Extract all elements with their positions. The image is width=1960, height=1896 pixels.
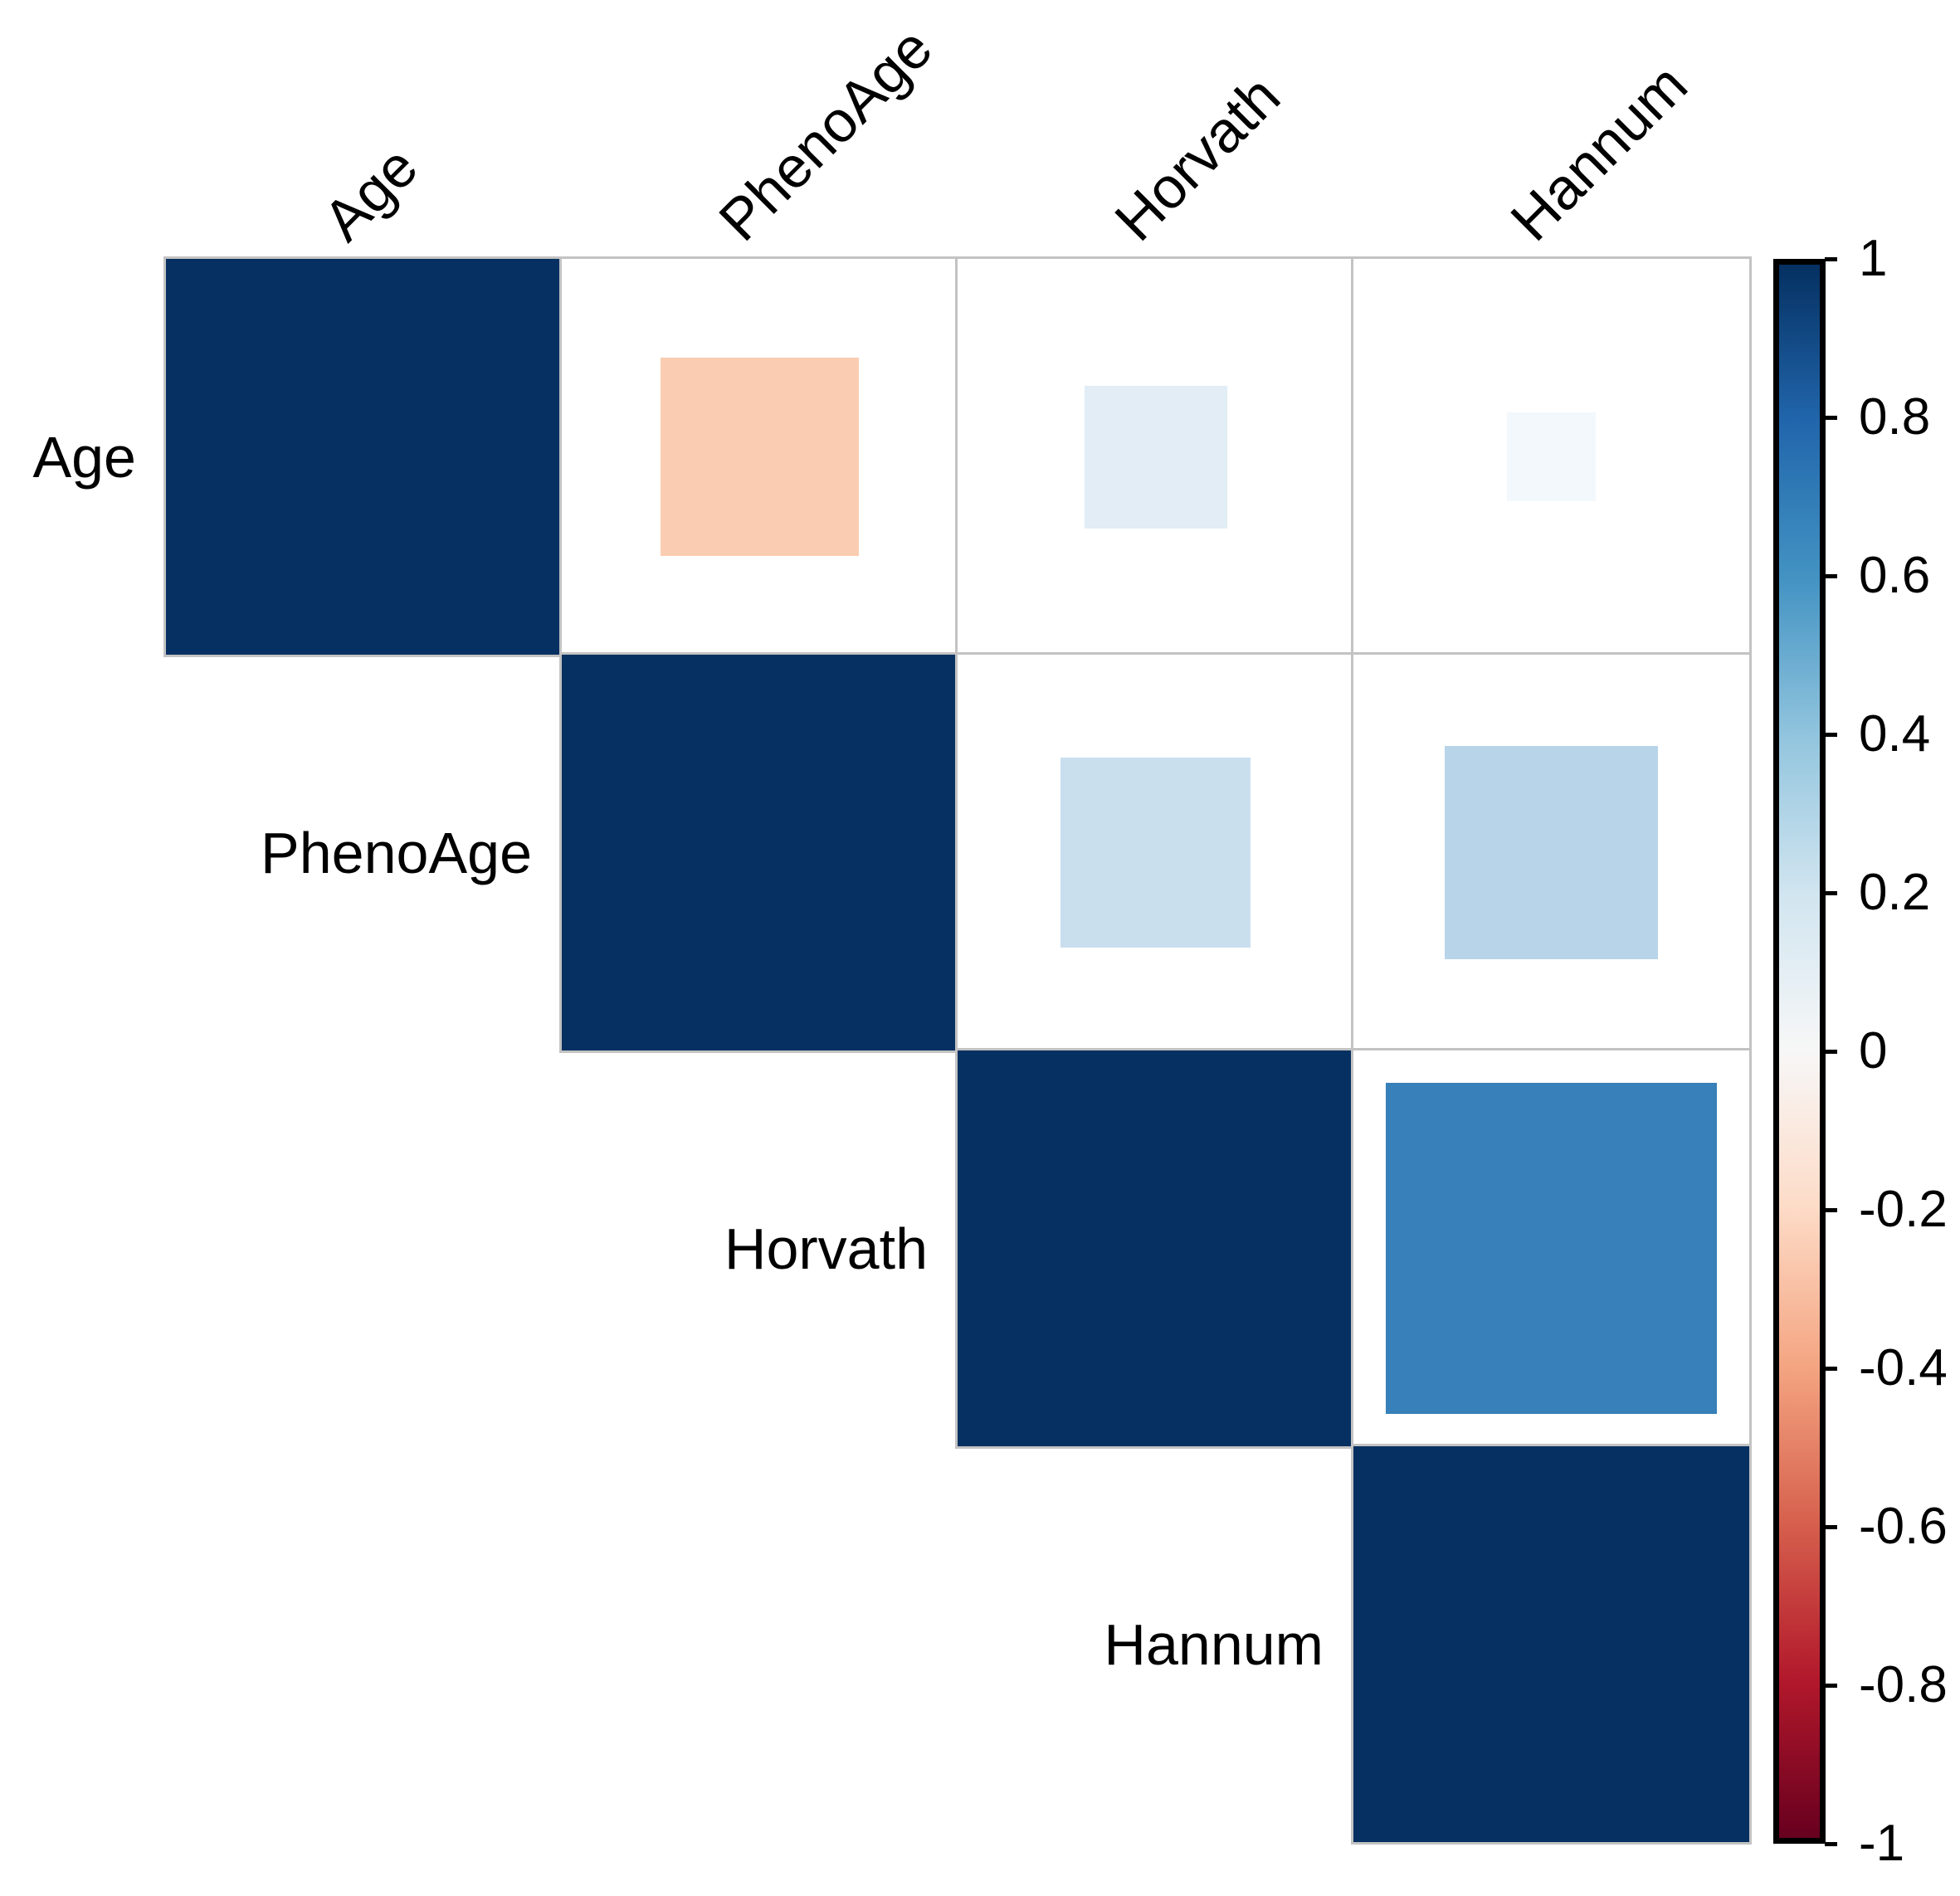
corr-square-phenoage-horvath bbox=[1060, 758, 1251, 948]
colorbar-gradient bbox=[1779, 265, 1820, 1838]
col-label-horvath: Horvath bbox=[1102, 63, 1292, 253]
corr-square-phenoage-hannum bbox=[1445, 746, 1658, 959]
colorbar-tick-label-0.8: 0.8 bbox=[1859, 388, 1931, 446]
matrix-cell-phenoage-horvath bbox=[955, 652, 1356, 1053]
colorbar-tick-1 bbox=[1825, 256, 1837, 261]
row-label-age: Age bbox=[32, 424, 136, 490]
col-label-hannum: Hannum bbox=[1498, 51, 1699, 253]
corr-square-age-horvath bbox=[1084, 385, 1227, 529]
col-label-age: Age bbox=[310, 134, 430, 253]
colorbar bbox=[1773, 259, 1826, 1844]
colorbar-tick-label-0.6: 0.6 bbox=[1859, 547, 1931, 604]
colorbar-tick--0.4 bbox=[1825, 1366, 1837, 1371]
matrix-cell-age-horvath bbox=[955, 256, 1356, 657]
colorbar-tick-label--0.4: -0.4 bbox=[1859, 1339, 1948, 1396]
colorbar-tick--1 bbox=[1825, 1841, 1837, 1846]
colorbar-tick-label--1: -1 bbox=[1859, 1815, 1905, 1872]
colorbar-tick-label--0.6: -0.6 bbox=[1859, 1498, 1948, 1555]
colorbar-tick-0.2 bbox=[1825, 890, 1837, 895]
colorbar-tick-0.6 bbox=[1825, 573, 1837, 578]
matrix-cell-age-phenoage bbox=[559, 256, 960, 657]
colorbar-tick-label--0.2: -0.2 bbox=[1859, 1181, 1948, 1238]
colorbar-tick--0.2 bbox=[1825, 1207, 1837, 1212]
colorbar-tick-0.8 bbox=[1825, 415, 1837, 420]
matrix-cell-horvath-hannum bbox=[1351, 1048, 1752, 1449]
matrix-cell-hannum-hannum bbox=[1351, 1444, 1752, 1845]
corr-square-horvath-hannum bbox=[1386, 1083, 1717, 1414]
colorbar-tick-label--0.8: -0.8 bbox=[1859, 1656, 1948, 1713]
colorbar-tick--0.6 bbox=[1825, 1524, 1837, 1529]
matrix-cell-phenoage-phenoage bbox=[559, 652, 960, 1053]
matrix-cell-phenoage-hannum bbox=[1351, 652, 1752, 1053]
colorbar-tick-label-1: 1 bbox=[1859, 230, 1888, 287]
colorbar-tick-label-0.2: 0.2 bbox=[1859, 864, 1931, 921]
matrix-cell-horvath-horvath bbox=[955, 1048, 1356, 1449]
colorbar-tick-0.4 bbox=[1825, 732, 1837, 737]
matrix-cell-age-hannum bbox=[1351, 256, 1752, 657]
colorbar-tick-label-0: 0 bbox=[1859, 1022, 1888, 1080]
colorbar-tick-label-0.4: 0.4 bbox=[1859, 705, 1931, 763]
row-label-phenoage: PhenoAge bbox=[261, 820, 532, 885]
row-label-hannum: Hannum bbox=[1104, 1611, 1324, 1677]
colorbar-tick--0.8 bbox=[1825, 1683, 1837, 1688]
row-label-horvath: Horvath bbox=[724, 1216, 928, 1281]
corr-square-age-phenoage bbox=[661, 358, 859, 556]
corr-square-age-hannum bbox=[1507, 412, 1596, 501]
matrix-cell-age-age bbox=[163, 256, 564, 657]
colorbar-tick-0 bbox=[1825, 1049, 1837, 1054]
col-label-phenoage: PhenoAge bbox=[706, 15, 944, 253]
